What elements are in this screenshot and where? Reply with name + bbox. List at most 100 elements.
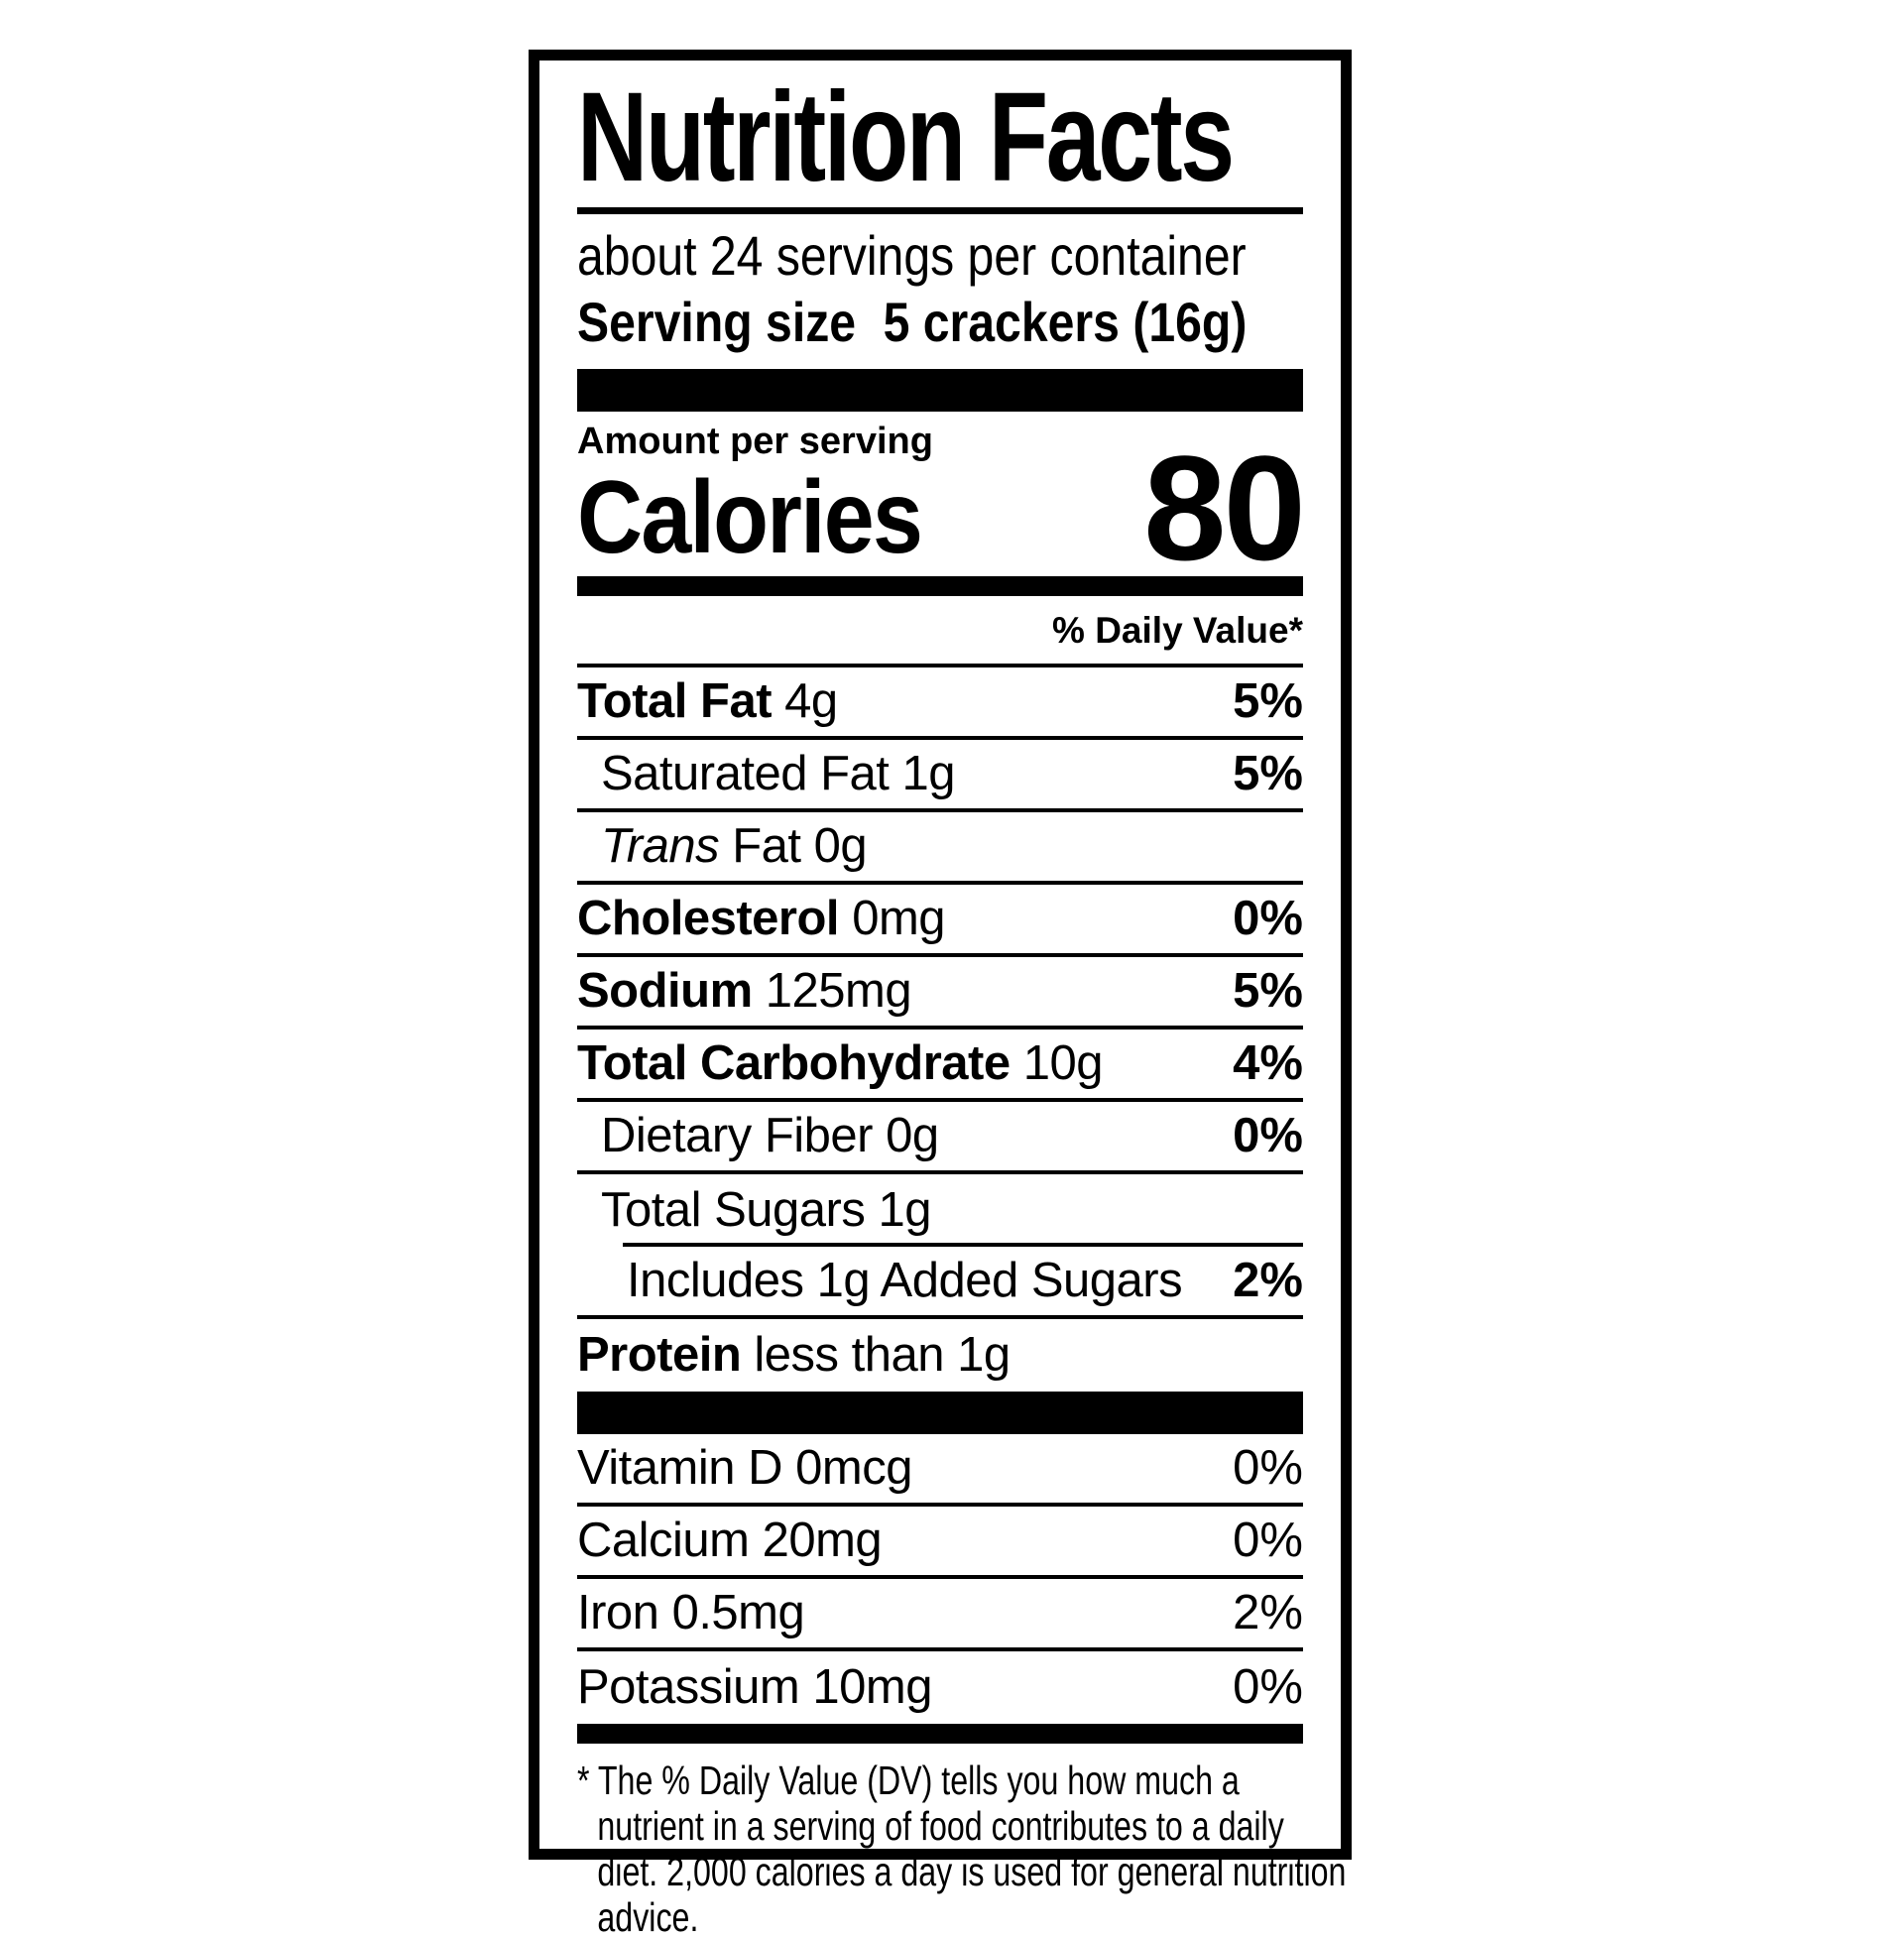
nutrient-amount: 0mcg xyxy=(795,1441,912,1496)
title-divider xyxy=(577,207,1303,214)
footnote-section: * The % Daily Value (DV) tells you how m… xyxy=(577,1758,1346,1940)
nutrient-daily-value: 5% xyxy=(1233,964,1303,1019)
nutrient-amount: 125mg xyxy=(765,964,912,1019)
nutrient-row: Potassium 10mg 0% xyxy=(577,1651,1303,1724)
nutrient-separator xyxy=(865,1183,878,1237)
nutrient-name: Sodium xyxy=(577,964,753,1019)
nutrient-amount: 10mg xyxy=(812,1660,932,1715)
nutrient-name: Total Sugars xyxy=(601,1183,866,1238)
nutrient-separator xyxy=(839,892,852,945)
vitamin-rows: Vitamin D 0mcg 0% Calcium 20mg 0% Iron 0… xyxy=(577,1434,1303,1724)
nutrient-amount: 0g xyxy=(886,1109,939,1163)
nutrient-row: Vitamin D 0mcg 0% xyxy=(577,1434,1303,1507)
nutrient-row: Dietary Fiber 0g 0% xyxy=(577,1102,1303,1174)
nutrient-text: Saturated Fat 1g xyxy=(601,746,956,801)
nutrient-text: Total Fat 4g xyxy=(577,673,838,729)
nutrient-text: Protein less than 1g xyxy=(577,1327,1011,1383)
nutrient-separator xyxy=(873,1109,886,1162)
nutrient-row: Total Sugars 1g xyxy=(577,1174,1303,1247)
nutrient-name: Total Fat xyxy=(577,674,773,729)
nutrient-text: Calcium 20mg xyxy=(577,1513,883,1568)
nutrient-amount: 0.5mg xyxy=(671,1586,805,1640)
nutrient-row: Protein less than 1g xyxy=(577,1319,1303,1392)
nutrient-text: Vitamin D 0mcg xyxy=(577,1440,912,1496)
nutrient-name: Protein xyxy=(577,1328,742,1383)
nutrient-name: Includes 1g Added Sugars xyxy=(627,1254,1183,1308)
nutrient-row: Sodium 125mg 5% xyxy=(577,957,1303,1030)
section-bar-top xyxy=(577,369,1303,412)
serving-size-label: Serving size xyxy=(577,291,857,353)
daily-value-header: % Daily Value* xyxy=(577,596,1303,667)
nutrient-row: Total Carbohydrate 10g 4% xyxy=(577,1030,1303,1102)
nutrient-separator xyxy=(749,1514,762,1567)
serving-size-row: Serving size 5 crackers (16g) xyxy=(577,288,1303,357)
nutrient-text: Total Sugars 1g xyxy=(601,1182,932,1238)
calories-label: Calories xyxy=(577,460,923,576)
label-content: Nutrition Facts about 24 servings per co… xyxy=(539,61,1346,1940)
nutrient-name: Cholesterol xyxy=(577,892,840,946)
nutrient-name: Calcium xyxy=(577,1514,750,1568)
nutrient-separator xyxy=(889,747,901,800)
nutrient-daily-value: 4% xyxy=(1233,1036,1303,1091)
nutrient-daily-value: 0% xyxy=(1233,892,1303,946)
nutrient-separator xyxy=(782,1441,795,1495)
calories-value: 80 xyxy=(1143,424,1306,591)
nutrient-text: Potassium 10mg xyxy=(577,1659,932,1715)
nutrient-amount: 10g xyxy=(1022,1036,1104,1091)
nutrient-name: Dietary Fiber xyxy=(601,1109,873,1163)
nutrient-separator xyxy=(658,1586,671,1639)
servings-per-container: about 24 servings per container xyxy=(577,224,1247,287)
amount-per-serving-label: Amount per serving xyxy=(577,421,933,462)
nutrient-name: Vitamin D xyxy=(577,1441,783,1496)
nutrient-separator xyxy=(772,674,784,728)
nutrient-daily-value: 5% xyxy=(1233,674,1303,729)
nutrient-text: Iron 0.5mg xyxy=(577,1585,805,1640)
nutrient-name: Trans xyxy=(601,819,720,874)
nutrition-facts-label: Nutrition Facts about 24 servings per co… xyxy=(529,50,1352,1940)
daily-value-footnote: * The % Daily Value (DV) tells you how m… xyxy=(577,1757,1347,1940)
nutrient-amount: 20mg xyxy=(762,1514,883,1568)
nutrient-daily-value: 0% xyxy=(1233,1109,1303,1163)
nutrient-amount: 0mg xyxy=(852,892,946,946)
nutrient-amount: 1g xyxy=(901,747,956,801)
nutrient-amount: less than 1g xyxy=(754,1328,1011,1383)
nutrient-daily-value: 0% xyxy=(1233,1514,1303,1568)
nutrient-separator xyxy=(1011,1036,1023,1090)
nutrient-name: Total Carbohydrate xyxy=(577,1036,1011,1091)
serving-size-value: 5 crackers (16g) xyxy=(883,291,1248,353)
nutrient-text: Sodium 125mg xyxy=(577,963,912,1019)
nutrient-text: Cholesterol 0mg xyxy=(577,891,946,946)
serving-size-text: Serving size 5 crackers (16g) xyxy=(577,288,1247,357)
section-bar-protein xyxy=(577,1391,1303,1434)
nutrient-row: Iron 0.5mg 2% xyxy=(577,1579,1303,1651)
nutrient-daily-value: 2% xyxy=(1233,1254,1303,1308)
nutrient-separator xyxy=(741,1328,754,1382)
nutrient-separator xyxy=(719,819,732,873)
nutrient-amount: 4g xyxy=(784,674,838,729)
nutrient-name: Potassium xyxy=(577,1660,800,1715)
servings-per-container-row: about 24 servings per container xyxy=(577,224,1303,288)
nutrient-amount: 1g xyxy=(878,1183,932,1238)
nutrient-amount: Fat 0g xyxy=(732,819,868,874)
nutrient-row: Cholesterol 0mg 0% xyxy=(577,885,1303,957)
section-bar-calories xyxy=(577,575,1303,596)
nutrient-text: Total Carbohydrate 10g xyxy=(577,1035,1103,1091)
nutrient-row: Total Fat 4g 5% xyxy=(577,667,1303,740)
nutrient-name: Saturated Fat xyxy=(601,747,890,801)
nutrient-rows: Total Fat 4g 5% Saturated Fat 1g 5% Tran… xyxy=(577,667,1303,1392)
nutrient-text: Dietary Fiber 0g xyxy=(601,1108,939,1163)
nutrient-daily-value: 5% xyxy=(1233,747,1303,801)
nutrient-separator xyxy=(799,1660,812,1714)
nutrient-row: Calcium 20mg 0% xyxy=(577,1507,1303,1579)
nutrient-separator xyxy=(753,964,766,1018)
nutrient-row: Saturated Fat 1g 5% xyxy=(577,740,1303,812)
nutrient-text: Trans Fat 0g xyxy=(601,818,868,874)
calories-row: Calories 80 xyxy=(577,433,1306,582)
nutrient-daily-value: 2% xyxy=(1233,1586,1303,1640)
nutrient-row: Trans Fat 0g xyxy=(577,812,1303,885)
nutrient-row: Includes 1g Added Sugars 2% xyxy=(577,1242,1303,1319)
section-bar-vitamins xyxy=(577,1723,1303,1744)
nutrient-daily-value: 0% xyxy=(1233,1441,1303,1496)
label-title: Nutrition Facts xyxy=(577,66,1235,208)
